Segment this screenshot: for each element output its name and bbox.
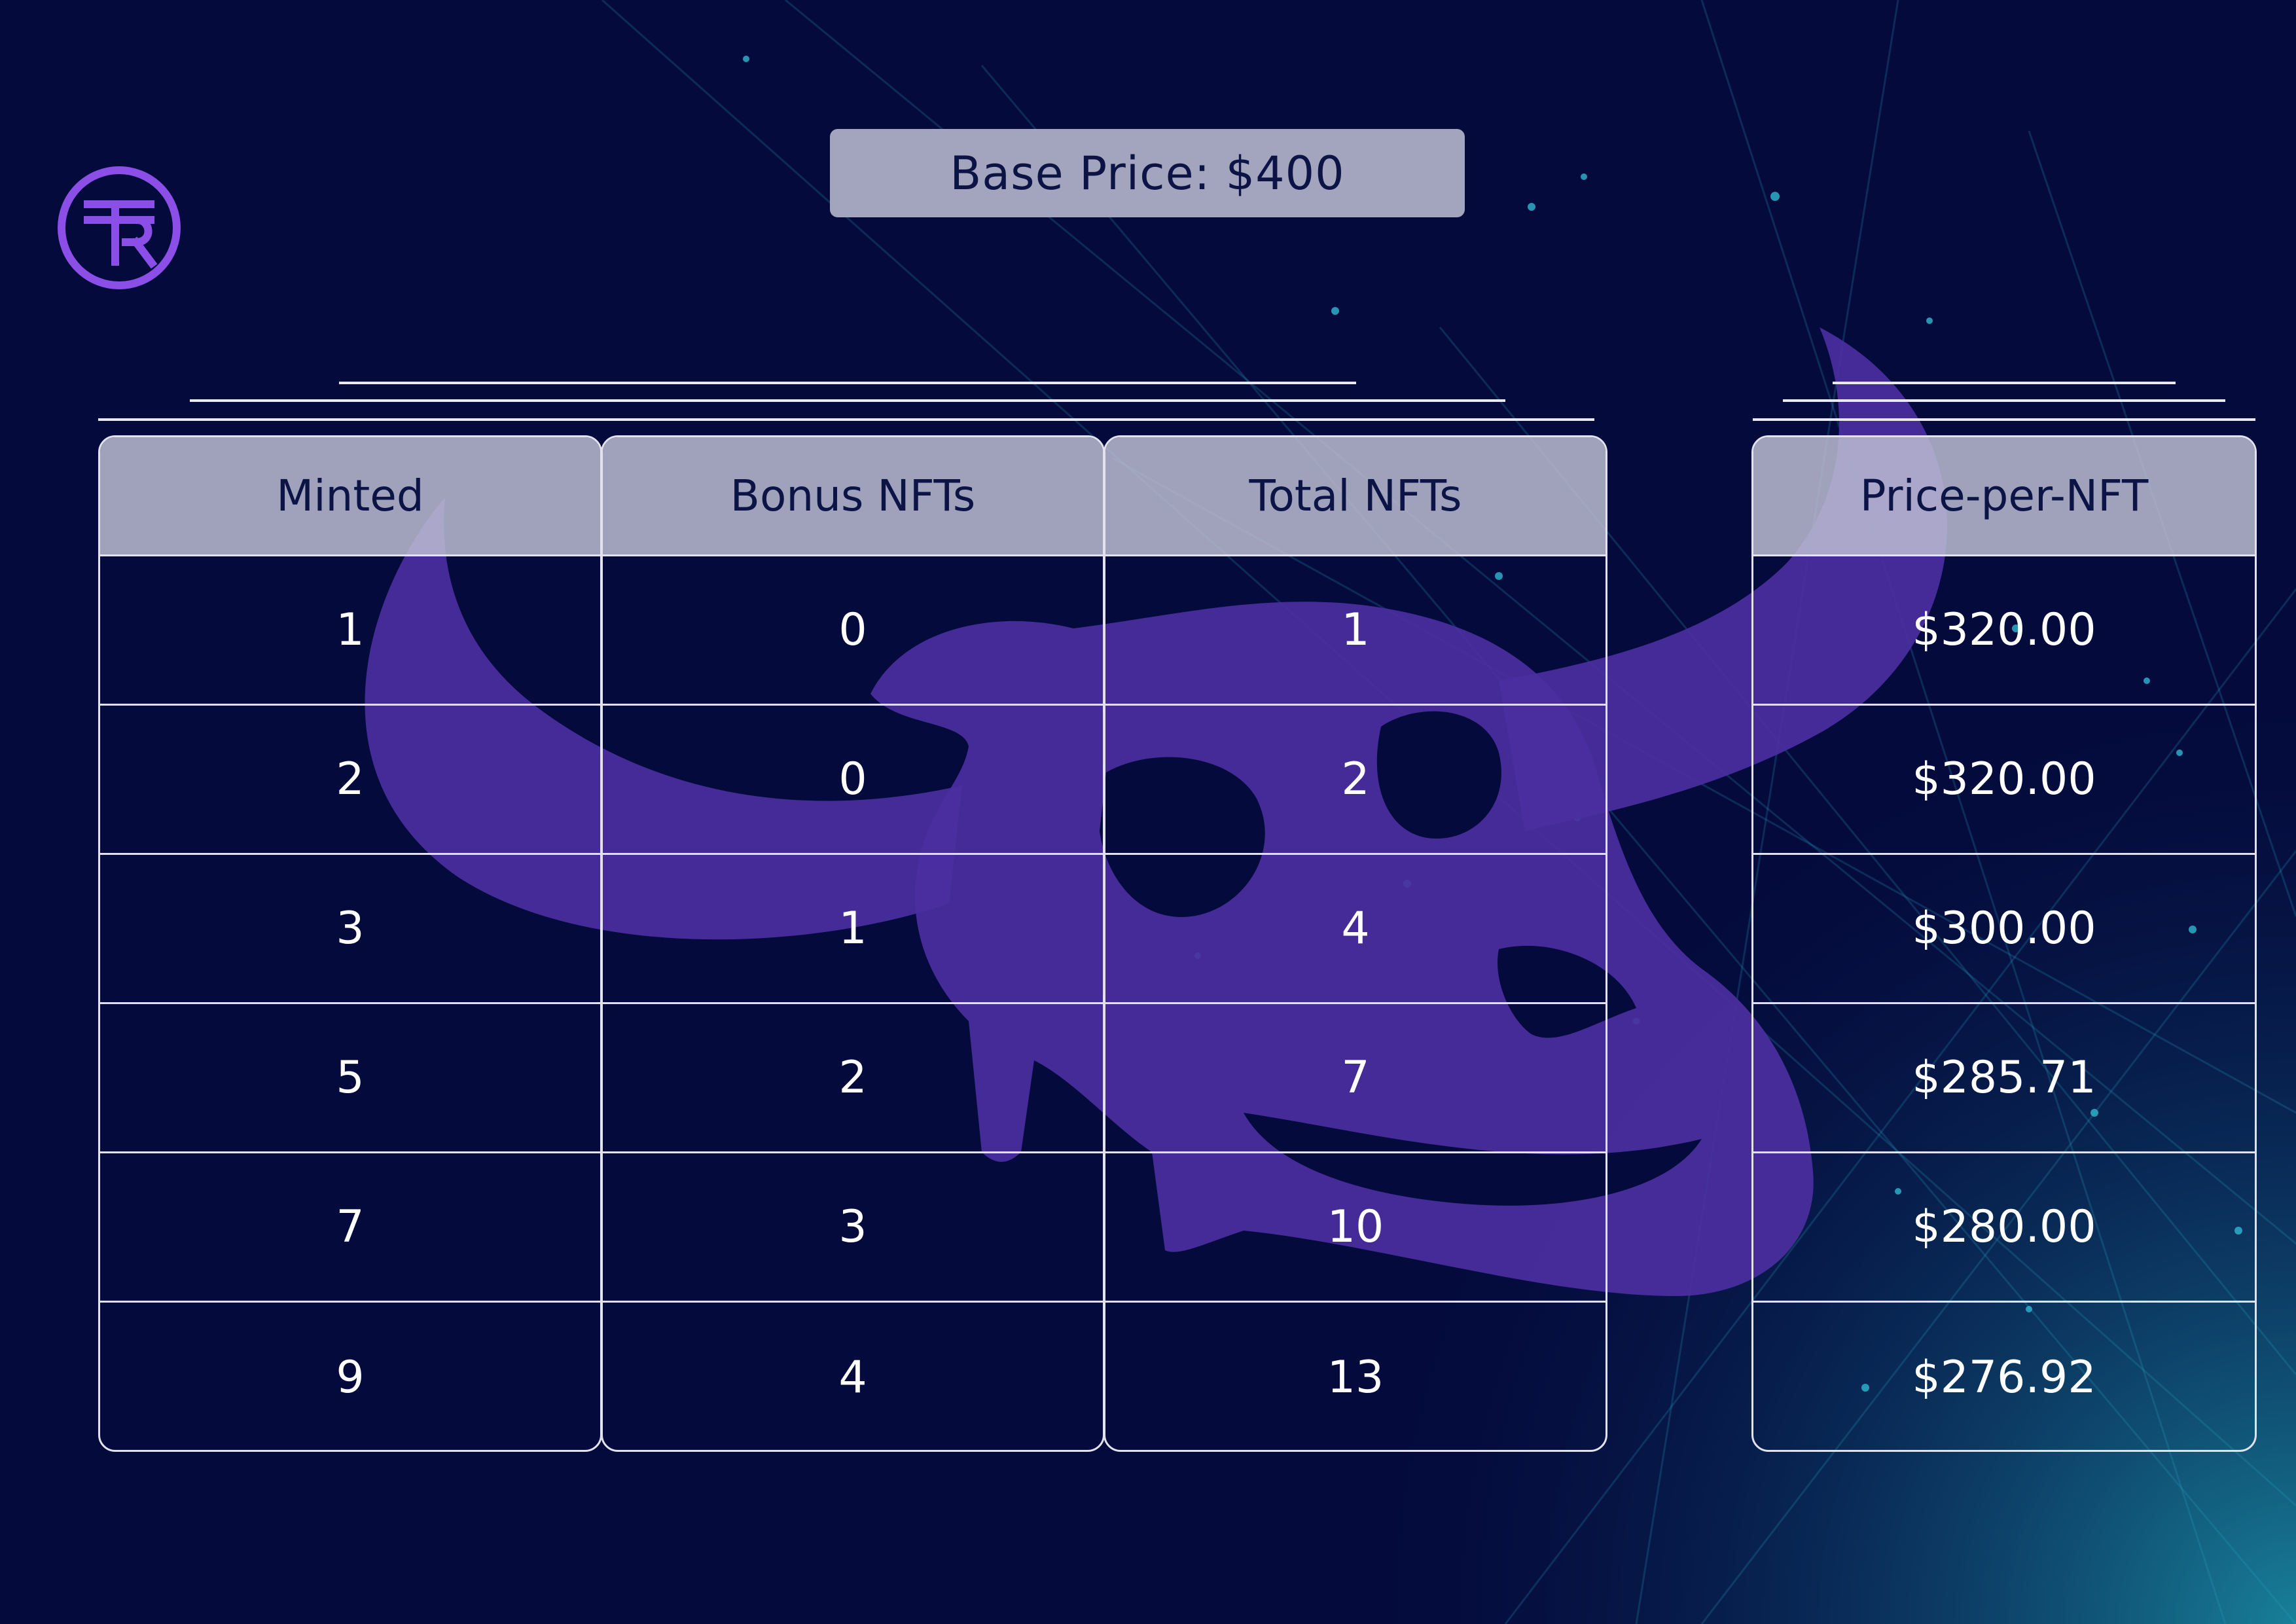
table-cell: $285.71 bbox=[1753, 1004, 2255, 1153]
table-cell: 3 bbox=[100, 855, 600, 1004]
divider-line bbox=[98, 418, 1594, 421]
divider-line bbox=[1753, 418, 2255, 421]
table-cell: $320.00 bbox=[1753, 706, 2255, 855]
table-cell: 2 bbox=[100, 706, 600, 855]
table-cell: 1 bbox=[100, 556, 600, 706]
total-nfts-column: Total NFTs 1 2 4 7 10 13 bbox=[1103, 435, 1607, 1452]
bonus-nfts-column: Bonus NFTs 0 0 1 2 3 4 bbox=[601, 435, 1105, 1452]
table-cell: 2 bbox=[1105, 706, 1605, 855]
table-cell: $276.92 bbox=[1912, 1351, 2096, 1403]
divider-line bbox=[339, 382, 1356, 384]
table-cell: $300.00 bbox=[1753, 855, 2255, 1004]
table-cell: 2 bbox=[603, 1004, 1103, 1153]
table-cell: 4 bbox=[1105, 855, 1605, 1004]
table-cell: 1 bbox=[1105, 556, 1605, 706]
table-cell: 4 bbox=[838, 1351, 867, 1403]
table-cell: 1 bbox=[603, 855, 1103, 1004]
price-per-nft-column: Price-per-NFT $320.00 $320.00 $300.00 $2… bbox=[1751, 435, 2257, 1452]
table-cell: $320.00 bbox=[1753, 556, 2255, 706]
table-cell: 7 bbox=[1105, 1004, 1605, 1153]
column-header-price-per-nft: Price-per-NFT bbox=[1753, 437, 2255, 556]
table-cell: 0 bbox=[603, 556, 1103, 706]
table-cell: 10 bbox=[1105, 1153, 1605, 1303]
column-header-minted: Minted bbox=[100, 437, 600, 556]
base-price-label: Base Price: $400 bbox=[950, 146, 1345, 200]
tr-monogram-logo-icon bbox=[58, 166, 181, 289]
divider-line bbox=[1833, 382, 2176, 384]
minted-column: Minted 1 2 3 5 7 9 bbox=[98, 435, 602, 1452]
column-header-bonus-nfts: Bonus NFTs bbox=[603, 437, 1103, 556]
table-cell: 3 bbox=[603, 1153, 1103, 1303]
column-header-total-nfts: Total NFTs bbox=[1105, 437, 1605, 556]
divider-line bbox=[190, 399, 1505, 402]
divider-line bbox=[1783, 399, 2225, 402]
table-cell: 13 bbox=[1327, 1351, 1384, 1403]
table-cell: 0 bbox=[603, 706, 1103, 855]
table-cell: 9 bbox=[336, 1351, 365, 1403]
table-cell: 5 bbox=[100, 1004, 600, 1153]
table-cell: 7 bbox=[100, 1153, 600, 1303]
base-price-badge: Base Price: $400 bbox=[830, 129, 1465, 217]
table-cell: $280.00 bbox=[1753, 1153, 2255, 1303]
